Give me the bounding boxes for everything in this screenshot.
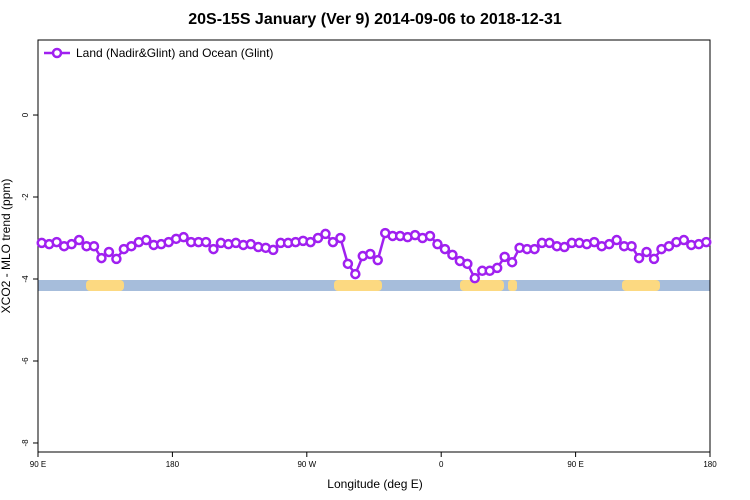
data-point — [88, 240, 100, 252]
y-tick-label: -8 — [21, 439, 30, 447]
data-point — [589, 236, 600, 248]
data-point — [320, 228, 331, 240]
surface-mask — [38, 280, 710, 291]
legend-label: Land (Nadir&Glint) and Ocean (Glint) — [76, 46, 273, 60]
data-point — [633, 252, 645, 264]
land-patch — [86, 280, 124, 291]
data-point — [51, 236, 62, 248]
legend-marker — [51, 47, 63, 59]
data-point — [178, 231, 189, 243]
data-point — [350, 268, 361, 280]
data-point — [626, 240, 637, 252]
data-point — [491, 262, 503, 274]
data-point — [499, 251, 510, 263]
data-point — [365, 248, 376, 260]
data-point — [439, 243, 451, 255]
data-point — [342, 258, 354, 270]
data-point — [66, 238, 77, 250]
data-point — [424, 230, 436, 242]
data-point — [335, 232, 346, 244]
y-tick-label: -4 — [21, 275, 30, 283]
data-point — [611, 234, 622, 246]
data-point — [432, 238, 443, 250]
data-point — [96, 252, 107, 264]
data-point — [305, 236, 316, 248]
data-point — [462, 258, 473, 270]
x-tick-label: 90 E — [30, 460, 46, 469]
chart-title: 20S-15S January (Ver 9) 2014-09-06 to 20… — [188, 11, 562, 28]
land-patch — [460, 280, 504, 291]
data-point — [73, 234, 85, 246]
data-point — [372, 254, 383, 266]
x-axis-label: Longitude (deg E) — [327, 477, 422, 491]
data-point — [327, 236, 339, 248]
data-point — [469, 272, 481, 284]
data-point — [678, 234, 690, 246]
x-tick-label: 180 — [166, 460, 180, 469]
land-patch — [334, 280, 382, 291]
x-tick-label: 0 — [439, 460, 444, 469]
data-point — [529, 243, 540, 255]
y-tick-label: 0 — [21, 112, 30, 117]
data-point — [506, 256, 518, 268]
land-patch — [622, 280, 660, 291]
y-axis-label: XCO2 - MLO trend (ppm) — [0, 179, 13, 314]
x-tick-label: 90 W — [297, 460, 316, 469]
data-point — [267, 244, 279, 256]
y-tick-label: -6 — [21, 357, 30, 365]
data-point — [701, 236, 712, 248]
data-point — [111, 253, 122, 265]
data-point — [648, 253, 660, 265]
data-point — [447, 249, 458, 261]
data-point — [312, 232, 324, 244]
data-point — [103, 246, 115, 258]
data-point — [559, 241, 570, 253]
data-point — [141, 234, 152, 246]
data-point — [200, 236, 212, 248]
x-tick-label: 90 E — [567, 460, 583, 469]
x-tick-label: 180 — [703, 460, 717, 469]
data-point — [208, 243, 219, 255]
data-point — [641, 246, 652, 258]
y-tick-label: -2 — [21, 193, 30, 201]
data-point — [126, 240, 137, 252]
land-patch — [508, 280, 517, 291]
data-point — [603, 238, 615, 250]
data-point — [663, 240, 675, 252]
